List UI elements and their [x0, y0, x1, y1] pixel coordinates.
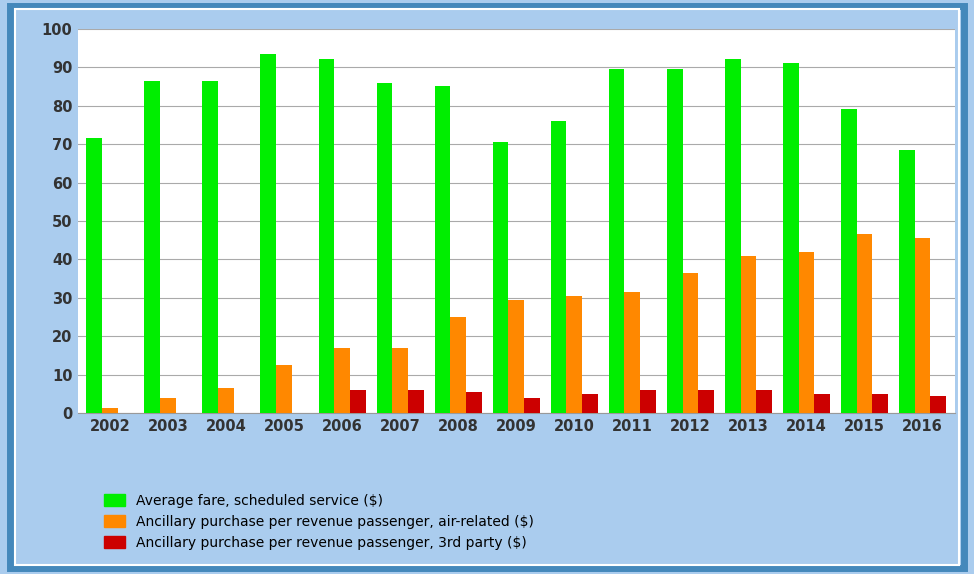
Bar [899, 150, 915, 413]
Bar [756, 390, 772, 413]
Bar [493, 142, 508, 413]
Bar [930, 396, 946, 413]
Bar [350, 390, 365, 413]
Bar [102, 408, 118, 413]
Bar [740, 255, 756, 413]
Bar [203, 80, 218, 413]
Bar [277, 365, 292, 413]
Bar [683, 273, 698, 413]
Bar [624, 292, 640, 413]
Bar [450, 317, 466, 413]
Bar [783, 63, 799, 413]
Bar [609, 69, 624, 413]
Bar [524, 398, 540, 413]
Bar [725, 60, 740, 413]
Bar [567, 296, 582, 413]
Legend: Average fare, scheduled service ($), Ancillary purchase per revenue passenger, a: Average fare, scheduled service ($), Anc… [104, 494, 534, 550]
Bar [318, 60, 334, 413]
Bar [841, 110, 857, 413]
Bar [377, 83, 393, 413]
Bar [698, 390, 714, 413]
Bar [582, 394, 598, 413]
Bar [550, 121, 567, 413]
Bar [393, 348, 408, 413]
Bar [144, 80, 160, 413]
Bar [408, 390, 424, 413]
Bar [873, 394, 888, 413]
Bar [508, 300, 524, 413]
Bar [640, 390, 656, 413]
Bar [857, 234, 873, 413]
Bar [334, 348, 350, 413]
Bar [814, 394, 830, 413]
Bar [160, 398, 175, 413]
Bar [434, 86, 450, 413]
Bar [87, 138, 102, 413]
Bar [799, 252, 814, 413]
Bar [466, 392, 482, 413]
Bar [218, 388, 234, 413]
Bar [667, 69, 683, 413]
Bar [260, 54, 277, 413]
Bar [915, 238, 930, 413]
